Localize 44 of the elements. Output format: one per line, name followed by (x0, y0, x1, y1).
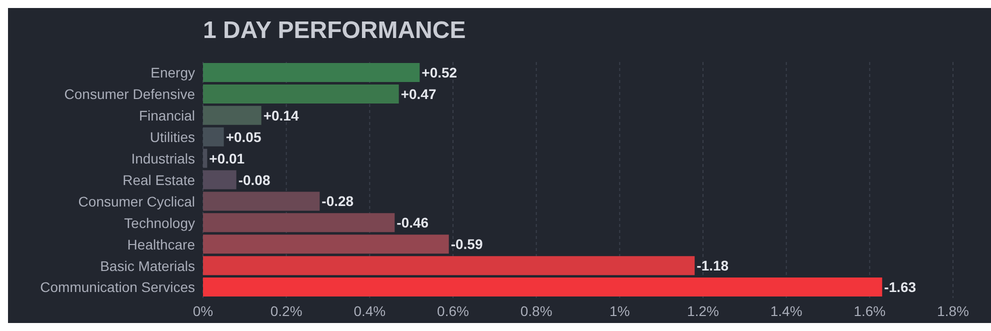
bar (203, 256, 695, 276)
data-label: -1.18 (696, 258, 729, 274)
y-tick-label: Technology (124, 214, 195, 231)
data-label: -0.46 (396, 214, 429, 231)
y-tick-label: Utilities (150, 129, 195, 146)
y-tick-label: Real Estate (122, 172, 196, 188)
data-label: +0.52 (422, 64, 458, 80)
x-tick-label: 1.8% (937, 302, 969, 319)
y-tick-label: Industrials (131, 150, 195, 167)
data-label: +0.01 (209, 150, 245, 166)
bar (203, 84, 399, 104)
bar (203, 234, 449, 254)
data-label: +0.14 (263, 107, 299, 124)
y-tick-label: Financial (138, 108, 195, 124)
bar (203, 106, 262, 125)
bar (203, 148, 208, 168)
data-label: -0.59 (450, 236, 483, 252)
x-tick-label: 1% (610, 302, 630, 319)
bar (203, 278, 882, 297)
bar (203, 192, 320, 211)
y-tick-label: Energy (150, 64, 195, 81)
data-label: -0.28 (322, 193, 354, 210)
bar (203, 213, 395, 232)
y-tick-label: Healthcare (127, 236, 196, 252)
x-tick-label: 1.2% (687, 302, 719, 319)
bar (203, 63, 420, 82)
y-tick-label: Consumer Cyclical (78, 193, 195, 210)
x-tick-label: 0% (192, 302, 214, 319)
data-label: -0.08 (238, 172, 270, 188)
x-tick-label: 1.4% (770, 302, 802, 319)
y-tick-label: Basic Materials (100, 258, 195, 274)
data-label: +0.05 (226, 128, 262, 145)
data-label: +0.47 (400, 86, 436, 102)
y-tick-label: Consumer Defensive (64, 86, 196, 102)
data-label: -1.63 (884, 279, 916, 296)
bar (203, 170, 236, 190)
x-tick-label: 0.4% (354, 302, 386, 319)
x-tick-label: 1.6% (854, 302, 886, 319)
y-tick-label: Communication Services (40, 279, 195, 296)
chart-title: 1 DAY PERFORMANCE (203, 17, 466, 45)
x-tick-label: 0.2% (270, 302, 302, 319)
x-tick-label: 0.6% (437, 302, 469, 319)
x-tick-label: 0.8% (520, 302, 552, 319)
bar (203, 127, 224, 146)
